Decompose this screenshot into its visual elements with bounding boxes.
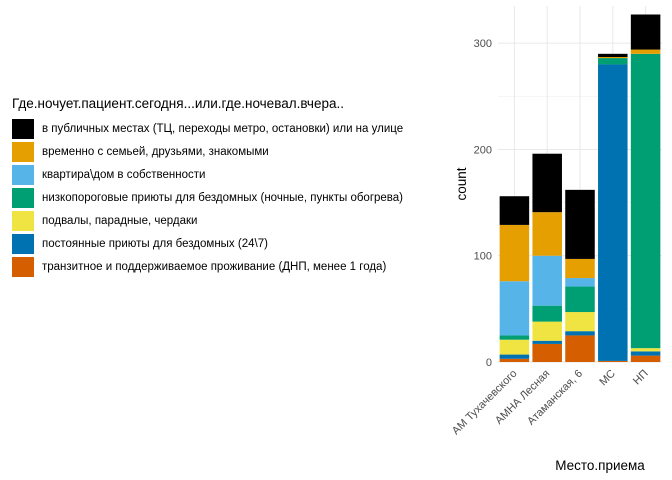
y-axis-title: count [454,167,469,200]
legend-key [12,187,34,208]
y-tick-label: 300 [474,38,492,50]
bar-segment [565,278,595,287]
bar-segment [532,153,562,213]
bar-segment [499,196,530,225]
legend-label: в публичных местах (ТЦ, переходы метро, … [42,122,404,135]
x-axis-title: Место.приема [555,458,645,473]
x-tick-label: МС [597,368,618,389]
legend: Где.ночует.пациент.сегодня...или.где.ноч… [12,96,403,278]
bar-segment [630,49,661,54]
bar-segment [630,14,661,50]
legend-label: квартира\дом в собственности [42,168,206,181]
bar-segment [565,286,595,313]
bar-segment [598,57,628,59]
bar-segment [630,53,661,349]
legend-key [12,164,34,185]
bar-segment [598,53,628,58]
legend-key [12,233,34,254]
bar-segment [565,258,595,279]
legend-item: временно с семьей, друзьями, знакомыми [12,140,403,163]
y-tick-label: 200 [474,144,492,156]
legend-items: в публичных местах (ТЦ, переходы метро, … [12,117,403,278]
bar-segment [598,58,628,65]
legend-item: низкопороговые приюты для бездомных (ноч… [12,186,403,209]
legend-key [12,210,34,231]
y-tick-label: 0 [486,357,492,369]
legend-title: Где.ночует.пациент.сегодня...или.где.ноч… [12,96,344,111]
bar-segment [565,331,595,336]
bar-segment [565,335,595,362]
bar-segment [499,339,530,355]
legend-item: квартира\дом в собственности [12,163,403,186]
bar-segment [499,224,530,282]
bar-segment [630,351,661,356]
legend-label: постоянные приюты для бездомных (24\7) [42,237,268,250]
bar-segment [630,355,661,362]
bar-segment [532,212,562,256]
bar-segment [532,343,562,362]
legend-item: в публичных местах (ТЦ, переходы метро, … [12,117,403,140]
bar-segment [499,281,530,336]
bar-segment [565,189,595,259]
bar-segment [630,348,661,352]
legend-key [12,141,34,162]
legend-key [12,256,34,277]
bar-segment [565,312,595,332]
legend-label: временно с семьей, друзьями, знакомыми [42,145,269,158]
legend-key [12,118,34,139]
bar-segment [499,354,530,359]
bar-segment [499,335,530,340]
x-tick-label: НП [631,368,651,388]
bar-segment [532,305,562,322]
bar-segment [532,255,562,306]
bar-segment [598,360,628,362]
legend-item: постоянные приюты для бездомных (24\7) [12,232,403,255]
y-tick-label: 100 [474,251,492,263]
bar-segment [532,340,562,344]
bar-segment [532,321,562,341]
legend-label: подвалы, парадные, чердаки [42,214,198,227]
legend-item: транзитное и поддерживаемое проживание (… [12,255,403,278]
bar-segment [499,358,530,362]
legend-label: низкопороговые приюты для бездомных (ноч… [42,191,404,204]
legend-item: подвалы, парадные, чердаки [12,209,403,232]
bar-segment [598,64,628,361]
legend-label: транзитное и поддерживаемое проживание (… [42,260,387,273]
